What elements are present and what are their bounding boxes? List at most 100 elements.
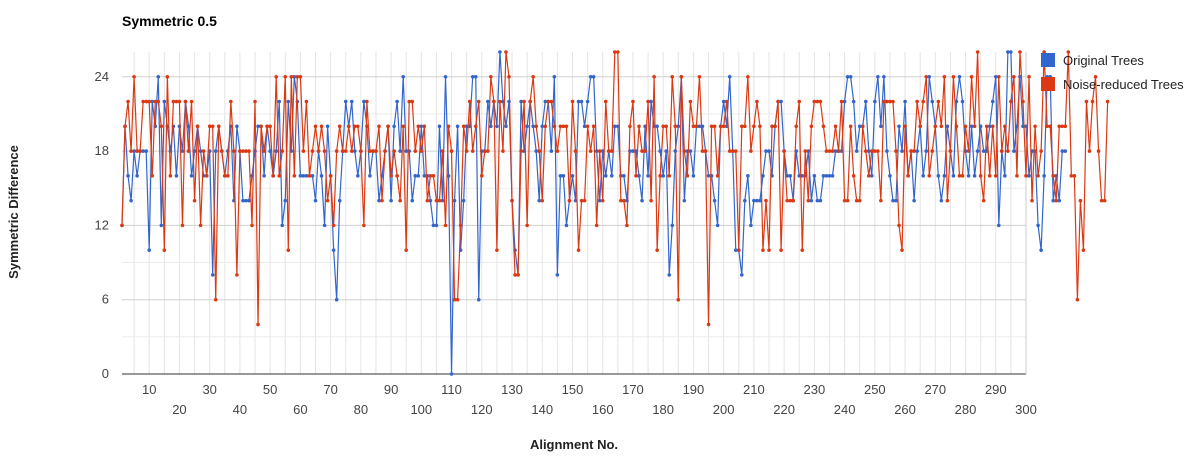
data-point-original-trees [443, 74, 448, 79]
data-point-original-trees [561, 174, 566, 178]
data-point-noise-reduced-trees [407, 99, 412, 104]
data-point-noise-reduced-trees [322, 149, 327, 153]
y-axis-title: Symmetric Difference [6, 145, 21, 279]
data-point-noise-reduced-trees [625, 223, 629, 228]
data-point-noise-reduced-trees [1006, 149, 1010, 153]
data-point-noise-reduced-trees [253, 99, 257, 104]
data-point-noise-reduced-trees [791, 198, 795, 203]
data-point-original-trees [957, 74, 962, 79]
data-point-noise-reduced-trees [987, 174, 992, 178]
data-point-original-trees [368, 174, 372, 178]
data-point-original-trees [135, 174, 139, 178]
data-point-noise-reduced-trees [1105, 99, 1110, 104]
data-point-noise-reduced-trees [830, 149, 835, 153]
data-point-noise-reduced-trees [903, 124, 907, 129]
data-point-noise-reduced-trees [812, 99, 817, 104]
data-point-original-trees [455, 124, 460, 129]
data-point-original-trees [863, 99, 868, 104]
data-point-noise-reduced-trees [346, 124, 351, 129]
x-tick-label: 30 [202, 382, 216, 397]
data-point-original-trees [821, 174, 826, 178]
data-point-noise-reduced-trees [446, 124, 451, 129]
data-point-original-trees [879, 124, 883, 129]
data-point-noise-reduced-trees [129, 149, 133, 153]
data-point-noise-reduced-trees [836, 149, 841, 153]
data-point-original-trees [549, 149, 554, 153]
data-point-original-trees [897, 124, 901, 129]
data-point-noise-reduced-trees [549, 99, 554, 104]
data-point-original-trees [534, 149, 539, 153]
data-point-noise-reduced-trees [552, 124, 557, 129]
data-point-original-trees [743, 198, 747, 203]
data-point-noise-reduced-trees [788, 198, 792, 203]
data-point-noise-reduced-trees [147, 99, 152, 104]
data-point-noise-reduced-trees [280, 149, 285, 153]
data-point-noise-reduced-trees [815, 99, 820, 104]
data-point-original-trees [141, 149, 145, 153]
x-tick-label: 180 [652, 402, 674, 417]
data-point-original-trees [809, 198, 814, 203]
legend-label-noise-reduced-trees: Noise-reduced Trees [1063, 77, 1184, 92]
data-point-original-trees [812, 174, 817, 178]
data-point-noise-reduced-trees [984, 124, 989, 129]
data-point-noise-reduced-trees [437, 198, 442, 203]
data-point-original-trees [126, 174, 130, 178]
data-point-original-trees [277, 99, 282, 104]
data-point-noise-reduced-trees [1084, 99, 1089, 104]
data-point-noise-reduced-trees [419, 149, 424, 153]
data-point-noise-reduced-trees [951, 74, 956, 79]
data-point-noise-reduced-trees [537, 149, 542, 153]
data-point-noise-reduced-trees [189, 99, 194, 104]
data-point-noise-reduced-trees [733, 149, 738, 153]
data-point-noise-reduced-trees [912, 149, 916, 153]
data-point-noise-reduced-trees [1051, 174, 1056, 178]
data-point-original-trees [746, 174, 750, 178]
data-point-noise-reduced-trees [383, 149, 387, 153]
data-point-noise-reduced-trees [622, 198, 626, 203]
data-point-original-trees [304, 174, 309, 178]
data-point-noise-reduced-trees [800, 248, 805, 252]
data-point-noise-reduced-trees [673, 124, 678, 129]
data-point-noise-reduced-trees [156, 99, 161, 104]
data-point-original-trees [434, 223, 439, 228]
data-point-original-trees [990, 99, 995, 104]
data-point-noise-reduced-trees [1078, 198, 1083, 203]
data-point-noise-reduced-trees [860, 124, 865, 129]
data-point-original-trees [873, 99, 877, 104]
data-point-original-trees [331, 248, 336, 252]
data-point-original-trees [670, 223, 675, 228]
data-point-noise-reduced-trees [960, 174, 965, 178]
data-point-original-trees [310, 174, 315, 178]
data-point-noise-reduced-trees [579, 198, 584, 203]
data-point-noise-reduced-trees [743, 124, 747, 129]
data-point-noise-reduced-trees [1102, 198, 1107, 203]
data-point-noise-reduced-trees [452, 297, 457, 302]
data-point-original-trees [410, 198, 415, 203]
data-point-noise-reduced-trees [395, 174, 399, 178]
data-point-noise-reduced-trees [685, 174, 690, 178]
data-point-noise-reduced-trees [226, 174, 230, 178]
data-point-noise-reduced-trees [755, 99, 759, 104]
data-point-original-trees [555, 273, 560, 277]
data-point-noise-reduced-trees [924, 74, 929, 79]
data-point-noise-reduced-trees [906, 174, 910, 178]
data-point-noise-reduced-trees [159, 124, 164, 129]
data-point-noise-reduced-trees [479, 174, 484, 178]
data-point-original-trees [851, 99, 856, 104]
data-point-noise-reduced-trees [930, 149, 935, 153]
data-point-original-trees [870, 174, 874, 178]
data-point-original-trees [622, 174, 626, 178]
data-point-noise-reduced-trees [310, 149, 315, 153]
data-point-noise-reduced-trees [195, 124, 200, 129]
data-point-noise-reduced-trees [168, 174, 173, 178]
data-point-noise-reduced-trees [428, 174, 433, 178]
data-point-noise-reduced-trees [410, 99, 415, 104]
data-point-noise-reduced-trees [301, 149, 306, 153]
data-point-original-trees [244, 198, 248, 203]
data-point-noise-reduced-trees [564, 124, 569, 129]
data-point-original-trees [319, 174, 324, 178]
data-point-original-trees [543, 99, 548, 104]
data-point-noise-reduced-trees [365, 99, 369, 104]
data-point-noise-reduced-trees [473, 124, 478, 129]
data-point-original-trees [697, 124, 702, 129]
